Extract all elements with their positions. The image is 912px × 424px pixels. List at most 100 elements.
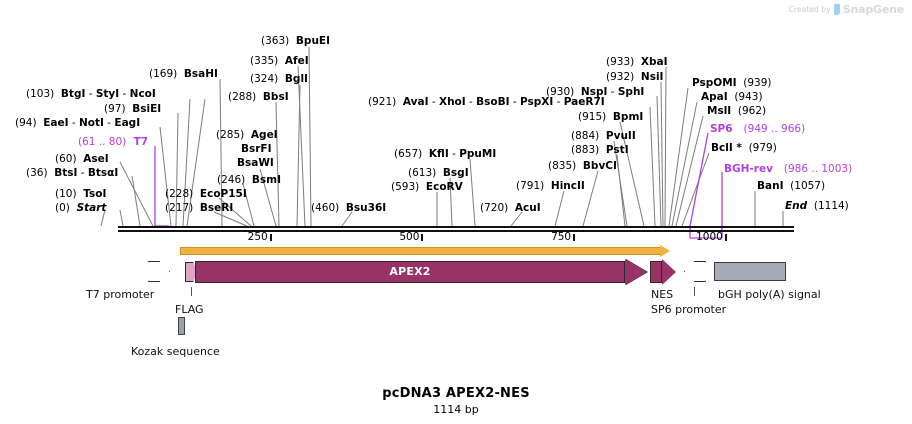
enzyme-position: (285) [216, 129, 245, 141]
ruler-tick-1000 [724, 234, 727, 241]
enzyme-name: BsrFI [241, 143, 272, 155]
enzyme-label-eaei[interactable]: (94) EaeI - NotI - EagI [15, 117, 141, 129]
enzyme-label-pvuii[interactable]: (884) PvuII [571, 130, 636, 142]
ruler-tick-750 [573, 234, 576, 241]
enzyme-label-afei[interactable]: (335) AfeI [250, 55, 309, 67]
enzyme-label-nspi[interactable]: (930) NspI - SphI [546, 86, 645, 98]
primer-label-t7[interactable]: (61 .. 80) T7 [78, 136, 148, 148]
primer-range: (61 .. 80) [78, 136, 127, 148]
enzyme-label-pspomi[interactable]: PspOMI (939) [692, 77, 771, 89]
enzyme-name: BtgI [60, 88, 86, 100]
feature-label-t7-promoter[interactable]: T7 promoter [86, 288, 155, 301]
enzyme-label-ecop15i[interactable]: (228) EcoP15I [165, 188, 247, 200]
enzyme-position: (217) [165, 202, 194, 214]
enzyme-name: EcoRV [425, 181, 463, 193]
enzyme-label-bsahi[interactable]: (169) BsaHI [149, 68, 218, 80]
ruler-tick-500 [421, 234, 424, 241]
enzyme-label-acui[interactable]: (720) AcuI [480, 202, 541, 214]
enzyme-position: (930) [546, 86, 575, 98]
backbone-line-top [118, 226, 794, 228]
enzyme-position: (1114) [813, 200, 849, 212]
enzyme-position: (720) [480, 202, 509, 214]
enzyme-label-bsawi[interactable]: BsaWI [237, 157, 274, 169]
enzyme-label-apai[interactable]: ApaI (943) [701, 91, 763, 103]
orange-arrowhead-icon [660, 245, 670, 257]
enzyme-position: (228) [165, 188, 194, 200]
enzyme-label-xbai[interactable]: (933) XbaI [606, 56, 668, 68]
enzyme-position: (883) [571, 144, 600, 156]
enzyme-label-btsi[interactable]: (36) BtsI - BtsαI [26, 167, 119, 179]
enzyme-name: BbvCI [582, 160, 617, 172]
enzyme-label-ecorv[interactable]: (593) EcoRV [391, 181, 463, 193]
enzyme-name: BanI [757, 180, 784, 192]
enzyme-label-bpmi[interactable]: (915) BpmI [578, 111, 643, 123]
nes-arrowhead-icon [662, 259, 676, 285]
enzyme-label-bsrfi[interactable]: BsrFI [241, 143, 272, 155]
enzyme-label-bbsi[interactable]: (288) BbsI [228, 91, 289, 103]
enzyme-name: BclI * [711, 142, 742, 154]
kozak-sequence-feature[interactable] [178, 317, 185, 335]
snapgene-logo-icon [833, 4, 840, 15]
enzyme-name: Start [76, 202, 107, 214]
enzyme-label-tsoi[interactable]: (10) TsoI [55, 188, 106, 200]
enzyme-label-start[interactable]: (0) Start [55, 202, 106, 214]
feature-label-bgh-polya[interactable]: bGH poly(A) signal [718, 288, 821, 301]
enzyme-position: (884) [571, 130, 600, 142]
enzyme-name: PspXI [520, 96, 554, 108]
enzyme-name: PpuMI [459, 148, 497, 160]
enzyme-name: BpmI [612, 111, 644, 123]
enzyme-position: (103) [26, 88, 55, 100]
enzyme-name: AfeI [284, 55, 309, 67]
enzyme-position: (246) [217, 174, 246, 186]
enzyme-label-nsii[interactable]: (932) NsiI [606, 71, 663, 83]
enzyme-position: (613) [408, 167, 437, 179]
primer-label-sp6[interactable]: SP6 (949 .. 966) [710, 123, 805, 135]
enzyme-label-mslii[interactable]: MslI (962) [707, 105, 766, 117]
enzyme-label-bani[interactable]: BanI (1057) [757, 180, 825, 192]
enzyme-name: PvuII [605, 130, 636, 142]
primer-name: SP6 [710, 123, 733, 135]
enzyme-label-bpuei[interactable]: (363) BpuEI [261, 35, 330, 47]
feature-label-nes[interactable]: NES [651, 288, 674, 301]
enzyme-name: ApaI [701, 91, 728, 103]
primer-label-bghrev[interactable]: BGH-rev (986 .. 1003) [724, 163, 852, 175]
enzyme-label-btgi[interactable]: (103) BtgI - StyI - NcoI [26, 88, 156, 100]
ruler-tick-label-250: 250 [247, 231, 268, 243]
enzyme-label-bgli[interactable]: (324) BglI [250, 73, 308, 85]
enzyme-label-asei[interactable]: (60) AseI [55, 153, 109, 165]
enzyme-name: BsaHI [183, 68, 218, 80]
enzyme-name: BbsI [262, 91, 289, 103]
apex2-cds-feature[interactable] [195, 259, 647, 285]
feature-label-kozak[interactable]: Kozak sequence [131, 345, 220, 358]
enzyme-label-hincii[interactable]: (791) HincII [516, 180, 585, 192]
enzyme-label-bsmi[interactable]: (246) BsmI [217, 174, 281, 186]
bgh-polya-feature[interactable] [714, 262, 786, 281]
feature-label-sp6-promoter[interactable]: SP6 promoter [651, 303, 727, 316]
primer-range: (986 .. 1003) [783, 163, 853, 175]
enzyme-label-bseri[interactable]: (217) BseRI [165, 202, 233, 214]
nes-cds-body [650, 261, 662, 283]
enzyme-label-end[interactable]: End (1114) [785, 200, 849, 212]
enzyme-position: (979) [748, 142, 777, 154]
enzyme-name: KflI [428, 148, 449, 160]
enzyme-name: TsoI [83, 188, 107, 200]
enzyme-label-avai[interactable]: (921) AvaI - XhoI - BsoBI - PspXI - PaeR… [368, 96, 605, 108]
enzyme-name: PspOMI [692, 77, 737, 89]
orange-span-arrow [180, 245, 670, 257]
enzyme-position: (363) [261, 35, 290, 47]
feature-label-flag[interactable]: FLAG [175, 303, 204, 316]
enzyme-label-bsiei[interactable]: (97) BsiEI [104, 103, 161, 115]
primer-name: T7 [133, 136, 149, 148]
enzyme-label-agei[interactable]: (285) AgeI [216, 129, 278, 141]
enzyme-label-bsgi[interactable]: (613) BsgI [408, 167, 469, 179]
enzyme-label-bcli[interactable]: BclI * (979) [711, 142, 777, 154]
enzyme-position: (939) [743, 77, 772, 89]
enzyme-label-kfli[interactable]: (657) KflI - PpuMI [394, 148, 497, 160]
enzyme-label-bsu36i[interactable]: (460) Bsu36I [311, 202, 386, 214]
enzyme-label-bbvci[interactable]: (835) BbvCI [548, 160, 617, 172]
enzyme-label-psti[interactable]: (883) PstI [571, 144, 629, 156]
enzyme-name: EagI [114, 117, 141, 129]
enzyme-position: (335) [250, 55, 279, 67]
nes-cds-feature[interactable] [650, 259, 676, 285]
